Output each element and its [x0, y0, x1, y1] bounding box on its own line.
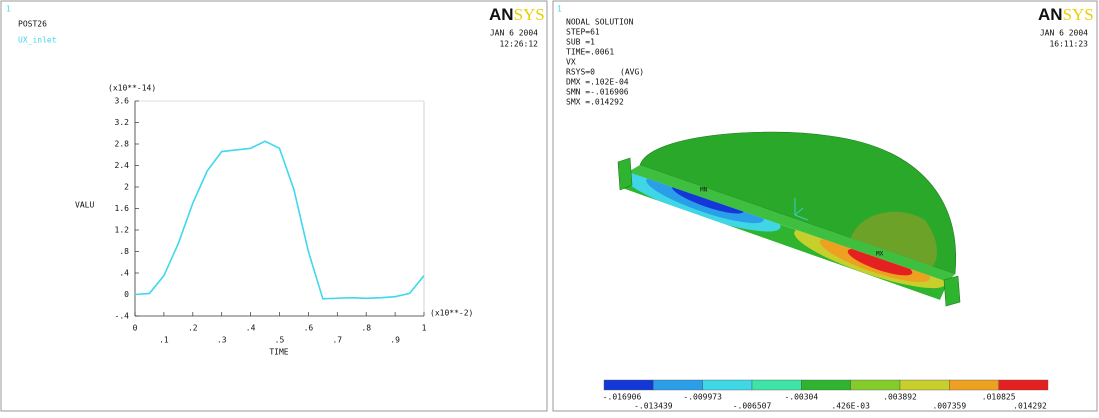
min-marker: MN — [700, 187, 708, 194]
legend-band — [999, 380, 1048, 390]
legend-entry: UX_inlet — [18, 36, 57, 45]
logo-an: AN — [1038, 5, 1063, 24]
info-line: SMX =.014292 — [566, 98, 624, 107]
y-tick-label: .8 — [119, 247, 129, 256]
legend-band — [604, 380, 653, 390]
legend-label: .003892 — [883, 393, 917, 402]
x-tick-label: .5 — [275, 336, 285, 345]
x-tick-label: .8 — [361, 324, 371, 333]
legend-label: .010825 — [982, 393, 1016, 402]
time: 16:11:23 — [1049, 40, 1088, 49]
info-line: TIME=.0061 — [566, 48, 614, 57]
legend-band — [949, 380, 998, 390]
legend-band — [801, 380, 850, 390]
corner-label: 1 — [6, 5, 11, 14]
x-axis-label: TIME — [269, 348, 288, 357]
date: JAN 6 2004 — [1040, 29, 1088, 38]
end-block — [618, 158, 632, 190]
screen: 1 POST26 UX_inlet ANSYS JAN 6 2004 12:26… — [0, 0, 1099, 414]
info-line: VX — [566, 58, 576, 67]
x-multiplier: (x10**-2) — [430, 309, 473, 318]
x-tick-label: .2 — [188, 324, 198, 333]
legend-label: -.00304 — [784, 393, 818, 402]
y-tick-label: 2.4 — [115, 161, 130, 170]
y-tick-label: 2.8 — [115, 140, 130, 149]
legend-band — [653, 380, 702, 390]
legend-label: -.016906 — [603, 393, 642, 402]
logo-an: AN — [489, 5, 514, 24]
logo: ANSYS — [489, 5, 545, 25]
legend-label: -.013439 — [634, 402, 673, 411]
corner-label: 1 — [557, 5, 562, 14]
legend-label: .014292 — [1013, 402, 1047, 411]
logo-sys: SYS — [1063, 5, 1094, 24]
legend-label: .007359 — [932, 402, 966, 411]
legend-band — [703, 380, 752, 390]
date: JAN 6 2004 — [490, 29, 538, 38]
time: 12:26:12 — [499, 40, 538, 49]
end-block — [944, 276, 960, 306]
y-tick-label: 1.2 — [115, 226, 130, 235]
info-line: SMN =-.016906 — [566, 88, 629, 97]
info-line: STEP=61 — [566, 28, 600, 37]
legend-label: .426E-03 — [831, 402, 870, 411]
y-multiplier: (x10**-14) — [108, 84, 156, 93]
program: POST26 — [18, 20, 47, 29]
x-tick-label: 0 — [133, 324, 138, 333]
logo-sys: SYS — [514, 5, 545, 24]
y-tick-label: 1.6 — [115, 204, 130, 213]
x-tick-label: .4 — [246, 324, 256, 333]
y-axis-label: VALU — [75, 201, 94, 210]
avg-label: (AVG) — [620, 68, 644, 77]
y-tick-label: 3.6 — [115, 97, 130, 106]
y-tick-label: 0 — [124, 290, 129, 299]
info-line: SUB =1 — [566, 38, 595, 47]
x-tick-label: .7 — [332, 336, 342, 345]
x-tick-label: .9 — [390, 336, 400, 345]
y-tick-label: -.4 — [115, 312, 130, 321]
info-line: RSYS=0 — [566, 68, 595, 77]
logo: ANSYS — [1038, 5, 1094, 25]
y-tick-label: .4 — [119, 269, 129, 278]
legend-label: -.009973 — [683, 393, 722, 402]
x-tick-label: .6 — [304, 324, 314, 333]
x-tick-label: 1 — [422, 324, 427, 333]
legend-band — [900, 380, 949, 390]
legend-band — [851, 380, 900, 390]
info-line: DMX =.102E-04 — [566, 78, 629, 87]
y-tick-label: 3.2 — [115, 118, 130, 127]
legend-band — [752, 380, 801, 390]
x-tick-label: .1 — [159, 336, 169, 345]
info-line: NODAL SOLUTION — [566, 18, 634, 27]
legend-label: -.006507 — [733, 402, 772, 411]
y-tick-label: 2 — [124, 183, 129, 192]
x-tick-label: .3 — [217, 336, 227, 345]
max-marker: MX — [876, 251, 884, 258]
